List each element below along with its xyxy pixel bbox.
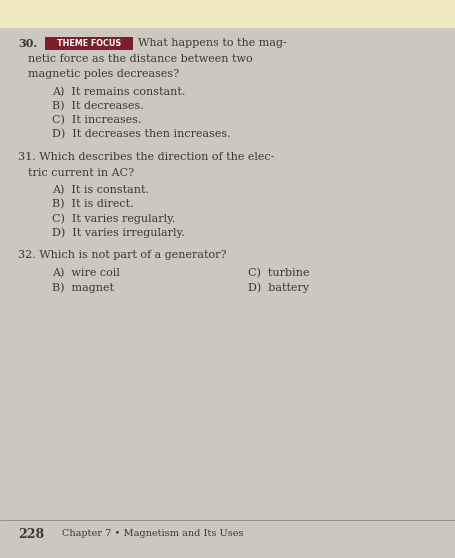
Text: netic force as the distance between two: netic force as the distance between two (28, 54, 252, 64)
Bar (0, 0, 455, 28)
Text: D)  It varies irregularly.: D) It varies irregularly. (52, 227, 184, 238)
Text: 30.: 30. (18, 38, 37, 49)
Text: A)  It remains constant.: A) It remains constant. (52, 86, 185, 97)
Bar (45, 37, 133, 50)
Text: B)  magnet: B) magnet (52, 282, 114, 292)
Text: tric current in AC?: tric current in AC? (28, 167, 134, 177)
Text: A)  wire coil: A) wire coil (52, 268, 120, 278)
Text: 228: 228 (18, 528, 44, 541)
Text: magnetic poles decreases?: magnetic poles decreases? (28, 69, 179, 79)
Text: B)  It decreases.: B) It decreases. (52, 100, 143, 111)
Text: C)  It varies regularly.: C) It varies regularly. (52, 213, 175, 224)
Text: C)  It increases.: C) It increases. (52, 114, 141, 125)
Text: A)  It is constant.: A) It is constant. (52, 185, 149, 195)
Text: C)  turbine: C) turbine (248, 268, 309, 278)
Text: D)  It decreases then increases.: D) It decreases then increases. (52, 128, 230, 139)
Text: D)  battery: D) battery (248, 282, 308, 292)
Text: 32. Which is not part of a generator?: 32. Which is not part of a generator? (18, 251, 226, 261)
Text: Chapter 7 • Magnetism and Its Uses: Chapter 7 • Magnetism and Its Uses (62, 529, 243, 538)
Text: What happens to the mag-: What happens to the mag- (138, 38, 286, 48)
Text: B)  It is direct.: B) It is direct. (52, 199, 133, 209)
Text: THEME FOCUS: THEME FOCUS (57, 39, 121, 48)
Text: 31. Which describes the direction of the elec-: 31. Which describes the direction of the… (18, 152, 274, 162)
